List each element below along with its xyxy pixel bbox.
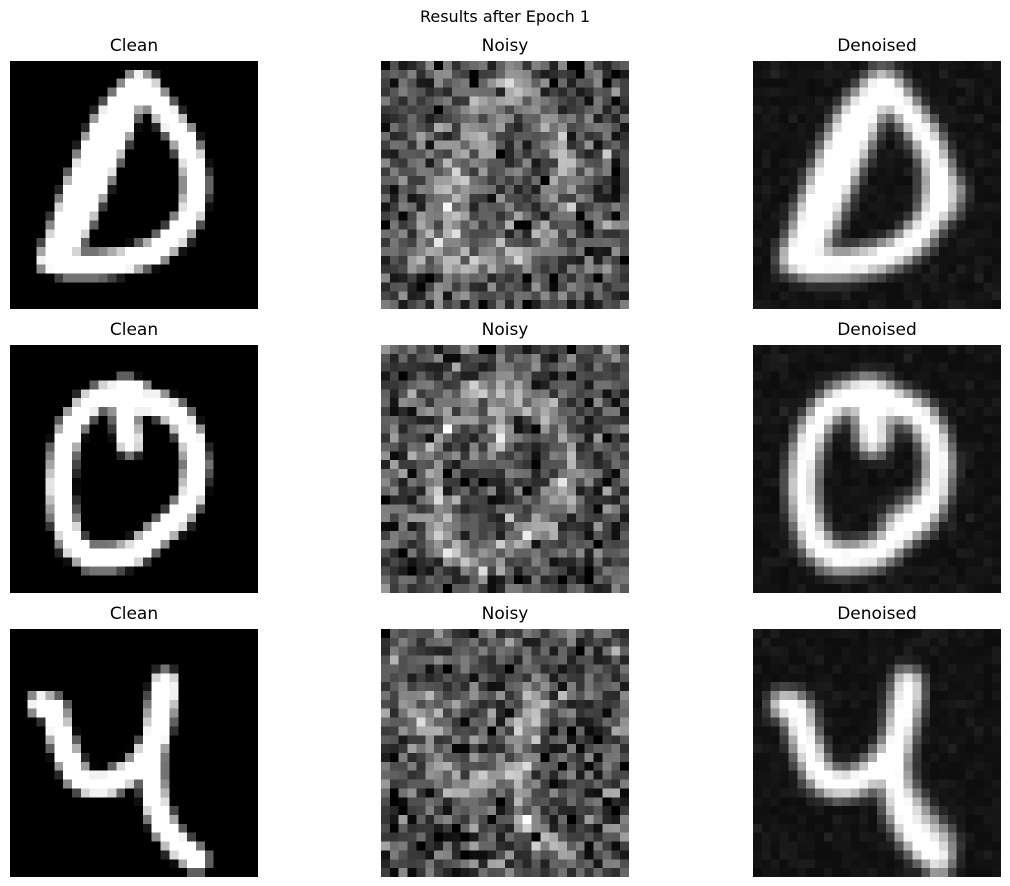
- denoised-image: [753, 345, 1001, 593]
- panel-title: Denoised: [837, 320, 917, 340]
- denoised-image: [753, 61, 1001, 309]
- noisy-image: [381, 629, 629, 877]
- panel-title: Clean: [109, 320, 159, 340]
- denoised-image: [753, 629, 1001, 877]
- panel-title: Clean: [109, 604, 159, 624]
- panel-title: Noisy: [481, 36, 529, 56]
- clean-image: [10, 629, 258, 877]
- clean-image: [10, 345, 258, 593]
- panel-title: Noisy: [481, 604, 529, 624]
- clean-image: [10, 61, 258, 309]
- panel-title: Denoised: [837, 604, 917, 624]
- panel-title: Clean: [109, 36, 159, 56]
- noisy-image: [381, 345, 629, 593]
- noisy-image: [381, 61, 629, 309]
- panel-title: Noisy: [481, 320, 529, 340]
- panel-title: Denoised: [837, 36, 917, 56]
- figure-title: Results after Epoch 1: [419, 7, 591, 26]
